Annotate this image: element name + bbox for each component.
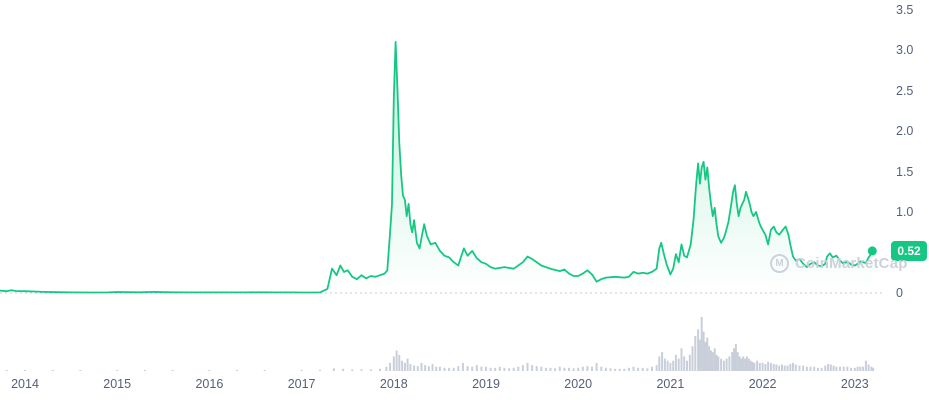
x-axis-tick-label: 2017 (287, 377, 316, 391)
y-axis-tick-label: 1.0 (896, 205, 914, 219)
price-line (0, 41, 884, 294)
x-axis-tick-label: 2019 (472, 377, 500, 391)
x-axis-tick-label: 2020 (564, 377, 593, 391)
y-axis-tick-label: 0 (896, 286, 903, 300)
y-axis-tick-label: 2.0 (896, 124, 914, 138)
y-axis-tick-label: 2.5 (896, 83, 914, 98)
x-axis-tick-label: 2015 (103, 377, 132, 391)
y-axis-tick-label: 3.0 (896, 43, 914, 57)
x-axis-tick-label: 2016 (195, 377, 224, 391)
x-axis-tick-label: 2014 (11, 377, 39, 391)
y-axis-tick-label: 3.5 (896, 2, 914, 17)
x-axis-tick-label: 2018 (379, 377, 408, 391)
watermark-text: CoinMarketCap (795, 255, 908, 272)
volume-bars (5, 317, 875, 371)
current-price-badge: 0.52 (891, 240, 927, 261)
x-axis-tick-label: 2022 (748, 377, 777, 391)
x-axis-tick-label: 2023 (840, 377, 869, 391)
coinmarketcap-watermark: M CoinMarketCap (770, 254, 908, 273)
x-axis-tick-label: 2021 (656, 377, 685, 391)
y-axis-tick-label: 1.5 (896, 164, 914, 179)
coinmarketcap-logo-icon: M (770, 254, 789, 273)
